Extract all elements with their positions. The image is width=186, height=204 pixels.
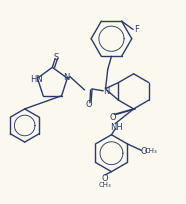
Text: NH: NH xyxy=(110,122,122,131)
Text: F: F xyxy=(134,25,139,34)
Text: CH₃: CH₃ xyxy=(99,181,111,187)
Text: S: S xyxy=(53,52,59,61)
Text: O: O xyxy=(86,99,93,108)
Text: CH₃: CH₃ xyxy=(145,148,158,154)
Text: N: N xyxy=(63,72,69,81)
Text: N: N xyxy=(103,87,110,96)
Text: O: O xyxy=(109,112,116,121)
Text: O: O xyxy=(140,146,147,155)
Text: HN: HN xyxy=(30,74,43,83)
Text: O: O xyxy=(102,173,108,182)
